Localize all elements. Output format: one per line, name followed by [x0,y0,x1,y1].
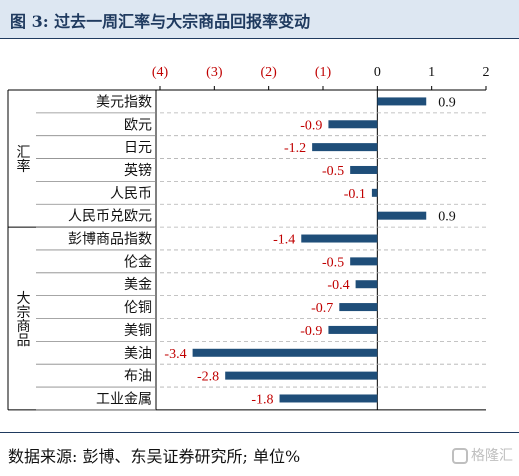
bar [312,143,378,152]
value-label: 0.9 [438,95,456,110]
watermark-logo-icon [452,448,468,464]
figure-title: 图 3: 过去一周汇率与大宗商品回报率变动 [10,12,311,31]
category-label: 美元指数 [96,94,152,110]
value-label: -0.5 [322,164,344,179]
bar [328,120,378,129]
bar [350,257,378,266]
bar [350,165,378,174]
footer: 数据来源: 彭博、东吴证券研究所; 单位% 格隆汇 [0,432,519,476]
bar [279,394,378,403]
x-tick-label: (2) [261,65,278,80]
category-label: 布油 [124,369,152,385]
value-label: -2.8 [197,370,219,385]
title-bar: 图 3: 过去一周汇率与大宗商品回报率变动 [0,0,519,39]
value-label: -0.4 [327,278,349,293]
value-label: -1.8 [251,392,273,407]
category-label: 彭博商品指数 [68,231,152,248]
value-label: -1.4 [273,233,295,248]
value-label: -3.4 [164,347,186,362]
value-label: -0.1 [344,187,366,202]
category-label: 欧元 [124,117,152,133]
x-tick-label: (3) [206,65,223,80]
category-label: 美油 [124,346,152,362]
category-label: 伦金 [124,254,152,270]
x-tick-label: 1 [428,65,435,80]
x-tick-label: (1) [315,65,332,80]
category-label: 日元 [124,141,152,156]
value-label: -1.2 [284,141,306,156]
category-label: 人民币 [110,186,152,202]
x-tick-label: 2 [483,65,490,80]
bar [225,371,378,380]
bar [301,234,378,243]
group-label: 大宗商品 [15,291,31,347]
category-label: 美铜 [124,323,152,339]
bar [192,348,378,357]
bar [355,280,378,289]
category-label: 人民币兑欧元 [68,209,152,225]
category-label: 美金 [124,277,152,293]
value-label: -0.9 [300,118,322,133]
source-note: 数据来源: 彭博、东吴证券研究所; 单位% [8,447,301,466]
category-label: 工业金属 [96,391,152,407]
category-label: 英镑 [124,162,152,179]
value-label: -0.5 [322,255,344,270]
watermark: 格隆汇 [452,445,513,465]
group-label: 汇率 [15,145,31,173]
bar [371,188,378,197]
watermark-text: 格隆汇 [471,448,513,464]
x-tick-label: 0 [374,65,381,80]
value-label: 0.9 [438,210,456,225]
bar [328,325,378,334]
bar [377,97,427,106]
bar [339,303,378,312]
category-label: 伦铜 [124,300,152,316]
value-label: -0.9 [300,324,322,339]
bar [377,211,427,220]
x-tick-label: (4) [152,65,169,80]
value-label: -0.7 [311,301,333,316]
